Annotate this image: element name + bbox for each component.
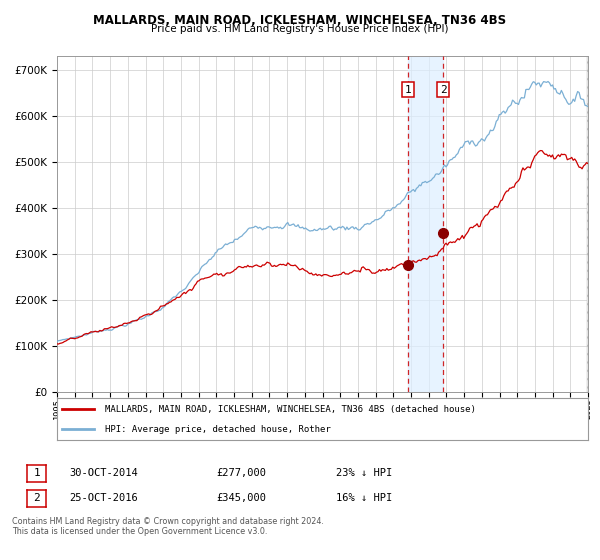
Text: HPI: Average price, detached house, Rother: HPI: Average price, detached house, Roth… [105, 424, 331, 433]
Text: 30-OCT-2014: 30-OCT-2014 [69, 468, 138, 478]
Text: £345,000: £345,000 [216, 493, 266, 503]
Text: This data is licensed under the Open Government Licence v3.0.: This data is licensed under the Open Gov… [12, 528, 268, 536]
Text: MALLARDS, MAIN ROAD, ICKLESHAM, WINCHELSEA, TN36 4BS: MALLARDS, MAIN ROAD, ICKLESHAM, WINCHELS… [94, 14, 506, 27]
Bar [408, 56, 443, 392]
Text: 1: 1 [404, 85, 412, 95]
Text: £277,000: £277,000 [216, 468, 266, 478]
Text: 1: 1 [33, 468, 40, 478]
Text: Price paid vs. HM Land Registry's House Price Index (HPI): Price paid vs. HM Land Registry's House … [151, 24, 449, 34]
Text: Contains HM Land Registry data © Crown copyright and database right 2024.: Contains HM Land Registry data © Crown c… [12, 517, 324, 526]
Text: 2: 2 [33, 493, 40, 503]
Text: 25-OCT-2016: 25-OCT-2016 [69, 493, 138, 503]
Text: 23% ↓ HPI: 23% ↓ HPI [336, 468, 392, 478]
Text: MALLARDS, MAIN ROAD, ICKLESHAM, WINCHELSEA, TN36 4BS (detached house): MALLARDS, MAIN ROAD, ICKLESHAM, WINCHELS… [105, 405, 476, 414]
Text: 16% ↓ HPI: 16% ↓ HPI [336, 493, 392, 503]
Text: 2: 2 [440, 85, 446, 95]
